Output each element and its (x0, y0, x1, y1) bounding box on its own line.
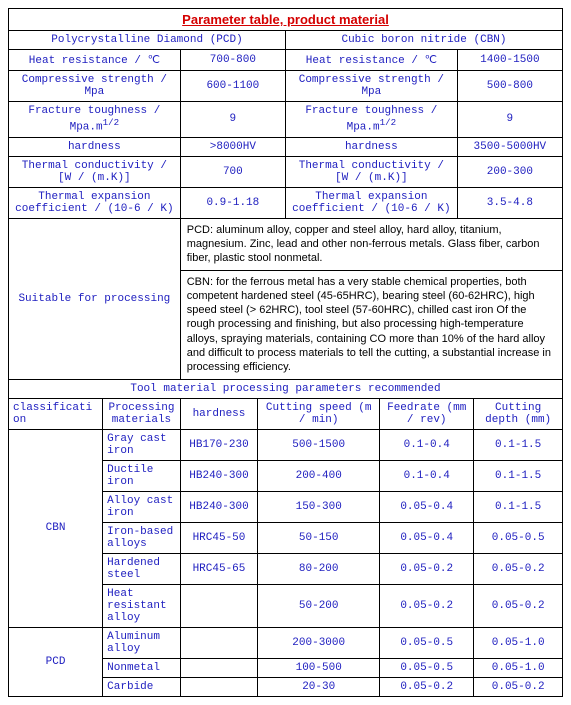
cell-cd: 0.1-1.5 (474, 429, 563, 460)
cell-cs: 100-500 (258, 658, 380, 677)
cbn-description: CBN: for the ferrous metal has a very st… (180, 270, 562, 379)
cell-pm: Gray cast iron (103, 429, 181, 460)
cell-fr: 0.05-0.4 (380, 491, 474, 522)
material-property-table: Parameter table, product material Polycr… (8, 8, 563, 380)
cell-hard (180, 677, 258, 696)
cell-cd: 0.05-1.0 (474, 658, 563, 677)
cell-fr: 0.05-0.5 (380, 627, 474, 658)
prop-label: Fracture toughness / Mpa.m1/2 (285, 102, 457, 138)
cell-fr: 0.1-0.4 (380, 429, 474, 460)
col-cd: Cutting depth (mm) (474, 398, 563, 429)
col-class: classification (9, 398, 103, 429)
cell-cs: 80-200 (258, 553, 380, 584)
cell-hard (180, 627, 258, 658)
cell-fr: 0.05-0.2 (380, 553, 474, 584)
cell-cs: 20-30 (258, 677, 380, 696)
cbn-header: Cubic boron nitride (CBN) (285, 31, 562, 50)
prop-value: 700-800 (180, 50, 285, 71)
main-title: Parameter table, product material (9, 9, 563, 31)
prop-value: 600-1100 (180, 71, 285, 102)
cell-hard: HRC45-50 (180, 522, 258, 553)
cell-hard (180, 658, 258, 677)
prop-value: 3.5-4.8 (457, 187, 562, 218)
cell-fr: 0.05-0.2 (380, 584, 474, 627)
pcd-description: PCD: aluminum alloy, copper and steel al… (180, 218, 562, 270)
cell-cs: 150-300 (258, 491, 380, 522)
suitable-label: Suitable for processing (9, 218, 181, 379)
cell-fr: 0.05-0.4 (380, 522, 474, 553)
prop-value: 9 (457, 102, 562, 138)
cell-pm: Aluminum alloy (103, 627, 181, 658)
cell-cd: 0.1-1.5 (474, 491, 563, 522)
cell-cs: 200-3000 (258, 627, 380, 658)
col-cs: Cutting speed (m / min) (258, 398, 380, 429)
group-cell: PCD (9, 627, 103, 696)
table-row: PCDAluminum alloy200-30000.05-0.50.05-1.… (9, 627, 563, 658)
prop-value: 9 (180, 102, 285, 138)
prop-label: Compressive strength / Mpa (285, 71, 457, 102)
col-fr: Feedrate (mm / rev) (380, 398, 474, 429)
table-row: CBNGray cast ironHB170-230500-15000.1-0.… (9, 429, 563, 460)
cell-cd: 0.05-0.2 (474, 584, 563, 627)
prop-value: 0.9-1.18 (180, 187, 285, 218)
prop-label: Heat resistance / ℃ (9, 50, 181, 71)
cell-hard: HB240-300 (180, 460, 258, 491)
prop-label: hardness (285, 137, 457, 156)
prop-value: 700 (180, 156, 285, 187)
prop-label: hardness (9, 137, 181, 156)
cell-fr: 0.1-0.4 (380, 460, 474, 491)
prop-label: Thermal expansion coefficient / (10-6 / … (9, 187, 181, 218)
prop-label: Compressive strength / Mpa (9, 71, 181, 102)
cell-hard: HB170-230 (180, 429, 258, 460)
cell-pm: Nonmetal (103, 658, 181, 677)
cell-pm: Alloy cast iron (103, 491, 181, 522)
cell-cs: 50-150 (258, 522, 380, 553)
cell-fr: 0.05-0.2 (380, 677, 474, 696)
cell-cd: 0.1-1.5 (474, 460, 563, 491)
prop-label: Fracture toughness / Mpa.m1/2 (9, 102, 181, 138)
processing-params-table: Tool material processing parameters reco… (8, 379, 563, 697)
pcd-header: Polycrystalline Diamond (PCD) (9, 31, 286, 50)
cell-hard (180, 584, 258, 627)
cell-pm: Ductile iron (103, 460, 181, 491)
cell-cs: 50-200 (258, 584, 380, 627)
prop-label: Heat resistance / ℃ (285, 50, 457, 71)
cell-pm: Heat resistant alloy (103, 584, 181, 627)
prop-value: 200-300 (457, 156, 562, 187)
params-title: Tool material processing parameters reco… (9, 379, 563, 398)
group-cell: CBN (9, 429, 103, 627)
prop-value: >8000HV (180, 137, 285, 156)
prop-label: Thermal expansion coefficient / (10-6 / … (285, 187, 457, 218)
cell-fr: 0.05-0.5 (380, 658, 474, 677)
cell-cd: 0.05-0.2 (474, 553, 563, 584)
cell-cd: 0.05-1.0 (474, 627, 563, 658)
prop-value: 3500-5000HV (457, 137, 562, 156)
prop-label: Thermal conductivity / [W / (m.K)] (9, 156, 181, 187)
cell-pm: Carbide (103, 677, 181, 696)
cell-cs: 200-400 (258, 460, 380, 491)
cell-cd: 0.05-0.5 (474, 522, 563, 553)
cell-cd: 0.05-0.2 (474, 677, 563, 696)
cell-hard: HRC45-65 (180, 553, 258, 584)
cell-pm: Hardened steel (103, 553, 181, 584)
cell-pm: Iron-based alloys (103, 522, 181, 553)
col-hard: hardness (180, 398, 258, 429)
cell-cs: 500-1500 (258, 429, 380, 460)
col-pm: Processing materials (103, 398, 181, 429)
cell-hard: HB240-300 (180, 491, 258, 522)
prop-label: Thermal conductivity / [W / (m.K)] (285, 156, 457, 187)
prop-value: 500-800 (457, 71, 562, 102)
prop-value: 1400-1500 (457, 50, 562, 71)
